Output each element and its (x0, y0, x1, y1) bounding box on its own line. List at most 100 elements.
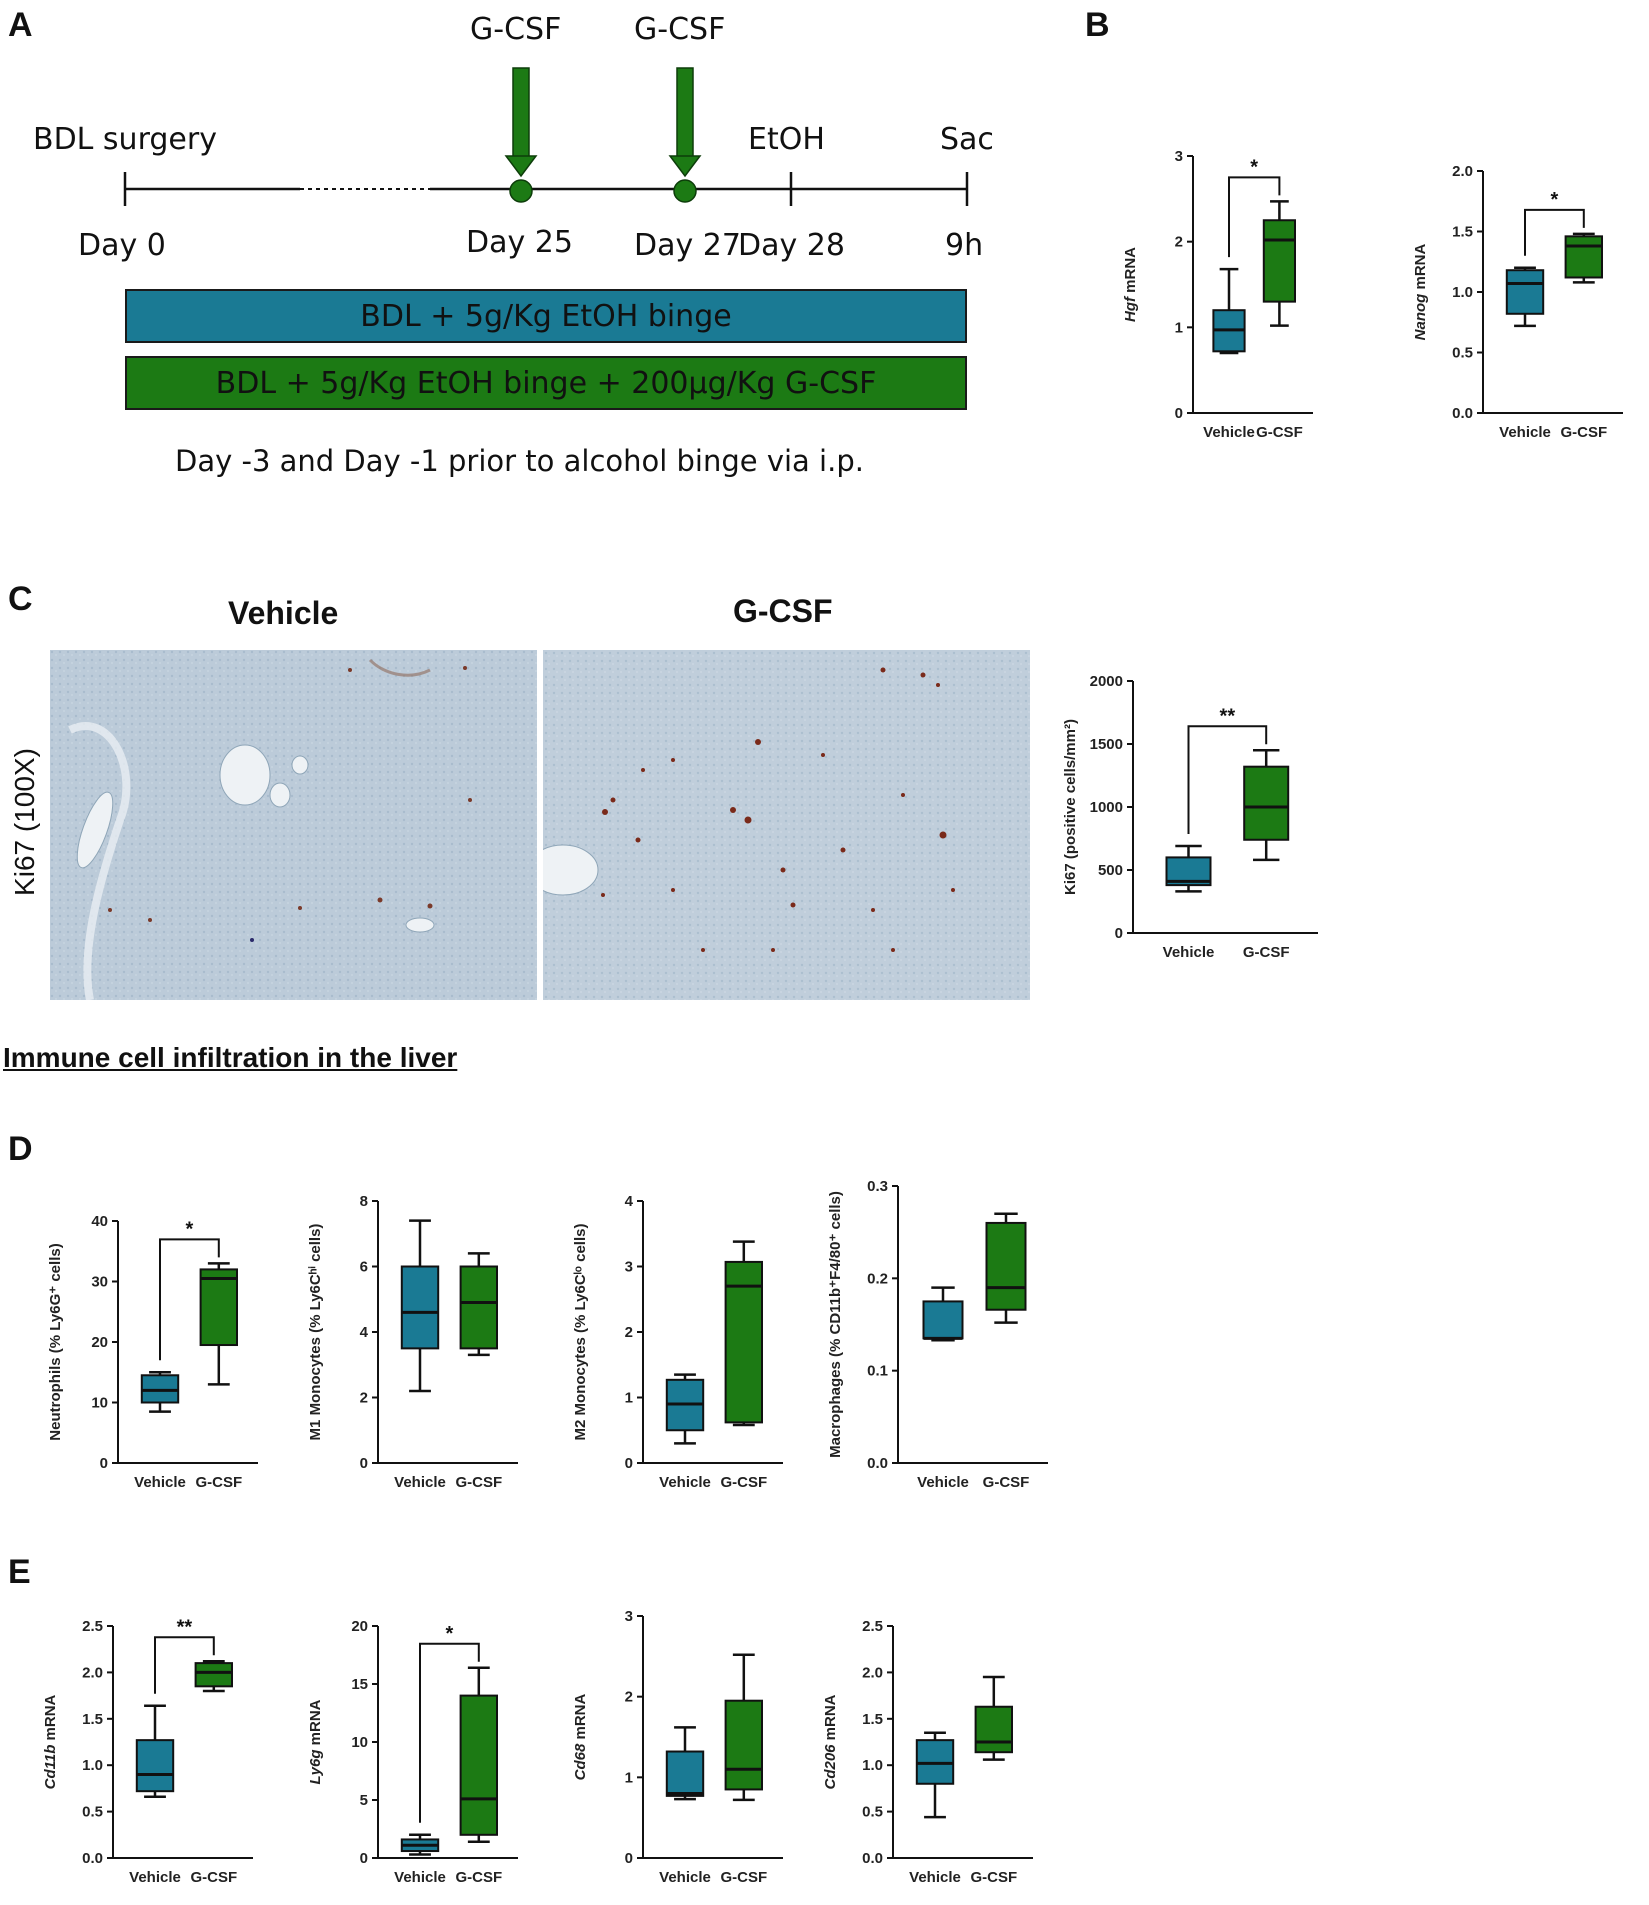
y-tick-label: 40 (91, 1213, 108, 1230)
chart-m2-monocytes: 0 1 2 3 4 M2 Monocytes (% Ly6Cˡᵒ cells) Vehicl… (572, 1193, 783, 1491)
box-vehicle (140, 1374, 180, 1404)
y-axis-label-gene: Nanog (1412, 294, 1429, 341)
y-tick-label: 0.0 (82, 1850, 103, 1867)
y-tick-label: 0.5 (862, 1804, 883, 1821)
box-gcsf (199, 1268, 239, 1347)
box-vehicle (665, 1750, 705, 1797)
x-category-label: Vehicle (909, 1869, 961, 1886)
y-tick-label: 5 (360, 1792, 368, 1809)
gcsf-arrow-1 (504, 67, 538, 178)
y-axis-label-text: mRNA (42, 1694, 59, 1744)
y-tick-label: 30 (91, 1274, 108, 1291)
y-axis-label: Macrophages (% CD11b⁺F4/80⁺ cells) (827, 1191, 844, 1458)
panel-letter-a: A (8, 6, 33, 44)
significance-bracket (419, 1642, 480, 1823)
y-tick-label: 0.1 (867, 1363, 888, 1380)
box-gcsf (1243, 765, 1290, 841)
box-gcsf (459, 1265, 499, 1350)
y-tick-label: 4 (360, 1324, 369, 1341)
x-category-label: Vehicle (1203, 424, 1255, 441)
chart-cd206: 0.0 0.5 1.0 1.5 2.0 2.5 Cd206 mRNA Vehicle G-CSF (822, 1618, 1033, 1886)
x-category-label: G-CSF (720, 1869, 767, 1886)
y-tick-label: 20 (351, 1618, 368, 1635)
x-category-label: Vehicle (1163, 944, 1215, 961)
y-tick-label: 0.0 (1452, 405, 1473, 422)
timeline-diagram (123, 67, 969, 206)
box-gcsf (459, 1694, 499, 1836)
significance-bracket (154, 1636, 215, 1694)
etoh-label: EtOH (748, 122, 825, 157)
vehicle-group-bar: BDL + 5g/Kg EtOH binge (125, 289, 967, 343)
y-tick-label: 500 (1098, 862, 1123, 879)
vehicle-group-bar-label: BDL + 5g/Kg EtOH binge (360, 298, 732, 334)
y-tick-label: 0.0 (867, 1455, 888, 1472)
x-category-label: Vehicle (394, 1474, 446, 1491)
panel-letter-d: D (8, 1130, 33, 1168)
y-axis-label: Nanog mRNA (1412, 244, 1429, 341)
y-tick-label: 3 (1175, 148, 1183, 165)
vehicle-micrograph-title: Vehicle (228, 595, 339, 631)
y-axis-label-text: Ki67 (positive cells/mm²) (1062, 719, 1079, 895)
y-tick-label: 1.0 (82, 1757, 103, 1774)
y-tick-label: 10 (91, 1395, 108, 1412)
y-tick-label: 1500 (1090, 736, 1123, 753)
y-tick-label: 0 (360, 1850, 368, 1867)
y-tick-label: 20 (91, 1334, 108, 1351)
y-axis-label: M1 Monocytes (% Ly6Cʰⁱ cells) (307, 1224, 324, 1441)
y-tick-label: 0.0 (862, 1850, 883, 1867)
dose-legend-text: Day -3 and Day -1 prior to alcohol binge… (175, 444, 864, 478)
chart-nanog: 0.0 0.5 1.0 1.5 2.0 Nanog mRNA Vehicle G-CSF * (1412, 163, 1623, 441)
y-tick-label: 0 (625, 1455, 633, 1472)
box-gcsf (724, 1699, 764, 1791)
x-category-label: G-CSF (190, 1869, 237, 1886)
box-vehicle (135, 1739, 175, 1793)
x-category-label: G-CSF (455, 1474, 502, 1491)
box-vehicle (922, 1300, 964, 1340)
y-tick-label: 2000 (1090, 673, 1123, 690)
y-axis-label: Hgf mRNA (1122, 247, 1139, 322)
significance-label: ** (177, 1616, 193, 1638)
y-tick-label: 2.0 (82, 1664, 103, 1681)
gcsf-group-bar: BDL + 5g/Kg EtOH binge + 200µg/Kg G-CSF (125, 356, 967, 410)
chart-hgf: 0 1 2 3 Hgf mRNA Vehicle G-CSF * (1122, 148, 1313, 441)
chart-cd11b: 0.0 0.5 1.0 1.5 2.0 2.5 Cd11b mRNA Vehicle G-CSF… (42, 1616, 253, 1886)
significance-bracket (1187, 725, 1268, 835)
y-tick-label: 2.0 (862, 1664, 883, 1681)
y-axis-label: Ly6g mRNA (307, 1699, 324, 1784)
y-axis-label-text: mRNA (822, 1694, 839, 1744)
y-tick-label: 2 (1175, 234, 1183, 251)
x-category-label: G-CSF (195, 1474, 242, 1491)
y-axis-label-gene: Hgf (1122, 295, 1139, 322)
y-axis-label: Cd206 mRNA (822, 1694, 839, 1789)
y-axis-label: M2 Monocytes (% Ly6Cˡᵒ cells) (572, 1224, 589, 1441)
x-category-label: G-CSF (983, 1474, 1030, 1491)
bdl-surgery-label: BDL surgery (33, 122, 217, 157)
y-axis-label-gene: Ly6g (307, 1750, 324, 1785)
box-gcsf (974, 1705, 1014, 1754)
box-gcsf (724, 1260, 764, 1424)
x-category-label: Vehicle (134, 1474, 186, 1491)
y-axis-label-gene: Cd11b (42, 1745, 59, 1790)
y-tick-label: 0 (100, 1455, 108, 1472)
y-axis-label-text: M2 Monocytes (% Ly6Cˡᵒ cells) (572, 1224, 589, 1441)
y-axis-label-gene: Cd206 (822, 1744, 839, 1790)
day25-label: Day 25 (466, 225, 573, 260)
box-vehicle (1505, 269, 1545, 315)
gcsf-dose-dot-1 (509, 179, 533, 203)
panel-letter-b: B (1085, 6, 1110, 44)
y-tick-label: 2 (625, 1689, 633, 1706)
x-category-label: G-CSF (455, 1869, 502, 1886)
x-category-label: Vehicle (1499, 424, 1551, 441)
y-axis-label-text: M1 Monocytes (% Ly6Cʰⁱ cells) (307, 1224, 324, 1441)
y-tick-label: 3 (625, 1608, 633, 1625)
gcsf-tissue-texture (543, 650, 1030, 1000)
y-axis-label-text: Macrophages (% CD11b⁺F4/80⁺ cells) (827, 1191, 844, 1458)
y-axis-label: Neutrophils (% Ly6G⁺ cells) (47, 1243, 64, 1440)
y-tick-label: 2 (360, 1390, 368, 1407)
x-category-label: Vehicle (129, 1869, 181, 1886)
y-tick-label: 1.0 (862, 1757, 883, 1774)
y-axis-label-text: mRNA (572, 1693, 589, 1743)
y-tick-label: 0.5 (82, 1804, 103, 1821)
y-tick-label: 1.5 (82, 1711, 103, 1728)
x-category-label: Vehicle (659, 1869, 711, 1886)
